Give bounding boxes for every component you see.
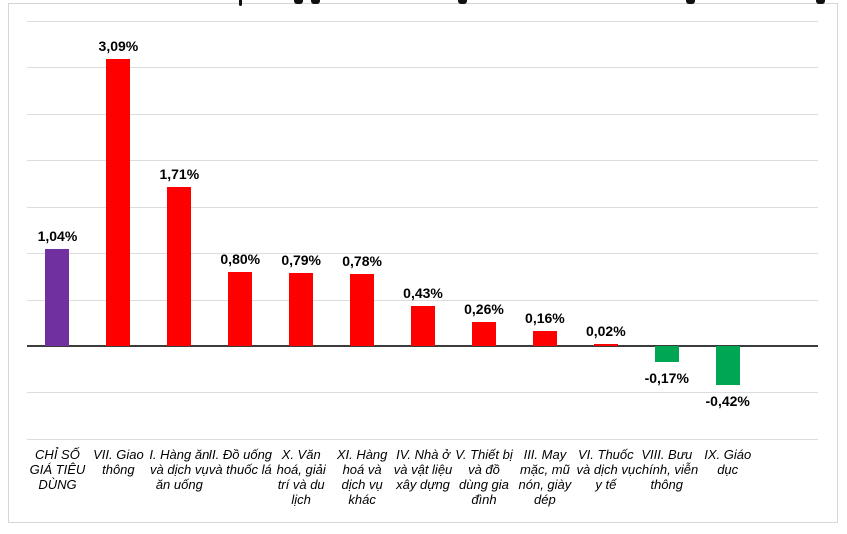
value-label: 1,04% — [37, 228, 78, 245]
gridline — [27, 67, 818, 69]
gridline — [27, 392, 818, 394]
category-label: XI. Hàng hoá và dịch vụ khác — [336, 447, 388, 507]
gridline — [27, 160, 818, 162]
value-label: 0,78% — [342, 252, 382, 269]
bar-9 — [532, 331, 557, 346]
value-label: 0,79% — [281, 251, 322, 268]
gridline — [27, 299, 818, 301]
bar-6 — [350, 273, 375, 346]
category-label: VIII. Bưu chính, viễn thông — [635, 447, 699, 492]
value-label: 0,26% — [464, 300, 504, 317]
value-label: 0,16% — [525, 310, 565, 327]
cropped-title-remnant — [458, 0, 467, 4]
category-label: IX. Giáo dục — [704, 447, 752, 477]
cropped-title-remnant — [294, 0, 303, 4]
bar-4 — [228, 271, 253, 346]
value-label: 0,43% — [403, 285, 443, 302]
value-label: 0,80% — [220, 250, 261, 267]
bar-10 — [593, 344, 618, 346]
category-label: II. Đồ uống và thuốc lá — [208, 447, 273, 477]
gridline — [27, 253, 818, 255]
bar-3 — [167, 187, 192, 346]
value-label: 1,71% — [159, 166, 200, 183]
bar-12 — [715, 346, 740, 385]
cropped-title-remnant — [686, 0, 695, 4]
gridline — [27, 113, 818, 115]
category-label: X. Văn hoá, giải trí và du lịch — [276, 447, 326, 507]
value-label: -0,17% — [644, 369, 689, 386]
bar-7 — [411, 306, 436, 346]
gridline — [27, 20, 818, 22]
bar-5 — [289, 272, 314, 346]
value-label: -0,42% — [705, 393, 750, 409]
value-label: 0,02% — [585, 323, 626, 339]
category-label: IV. Nhà ở và vật liệu xây dựng — [393, 447, 453, 492]
value-label: 3,09% — [98, 38, 139, 55]
category-label: CHỈ SỐ GIÁ TIÊU DÙNG — [29, 447, 86, 492]
cropped-title-remnant — [311, 0, 320, 4]
gridline — [27, 206, 818, 208]
bar-11 — [654, 346, 679, 362]
cropped-title-remnant — [239, 0, 242, 6]
bar-8 — [471, 321, 496, 346]
category-label: V. Thiết bị và đồ dùng gia đình — [455, 447, 513, 507]
bar-2 — [106, 59, 131, 346]
zero-axis-line — [27, 345, 818, 347]
category-label: I. Hàng ăn và dịch vụ ăn uống — [149, 447, 210, 492]
gridline — [27, 438, 818, 440]
bar-1 — [45, 249, 70, 346]
chart-frame — [8, 3, 838, 523]
cropped-title-remnant — [816, 0, 825, 4]
category-label: VI. Thuốc và dịch vụ y tế — [576, 447, 636, 492]
category-label: III. May mặc, mũ nón, giày dép — [518, 447, 572, 507]
category-label: VII. Giao thông — [93, 447, 144, 477]
